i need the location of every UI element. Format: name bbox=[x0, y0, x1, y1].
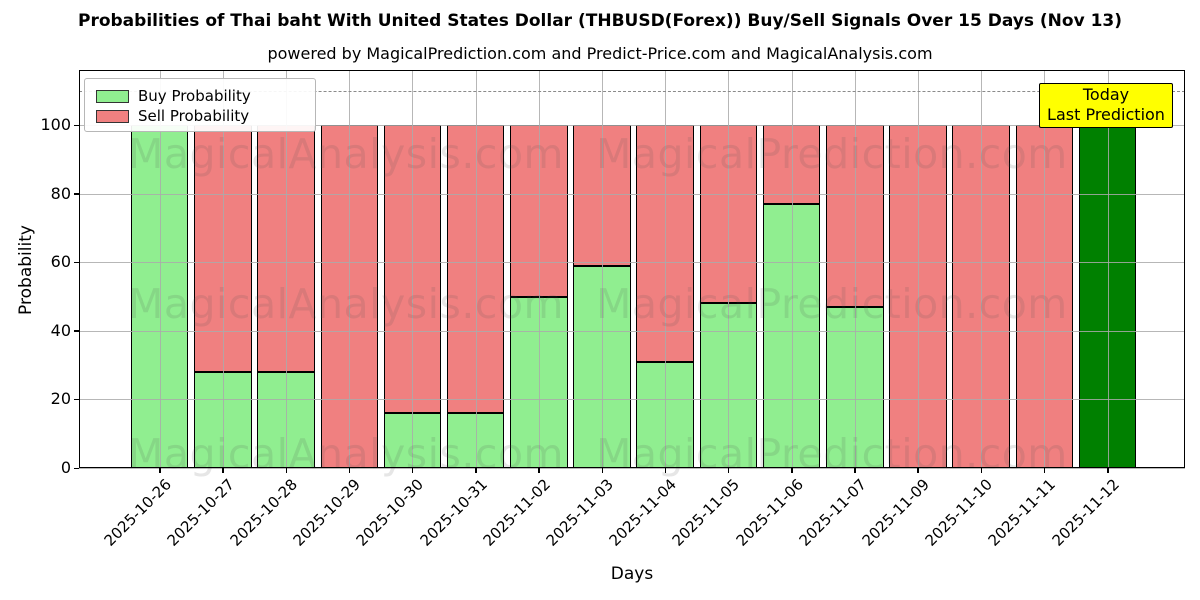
legend: Buy Probability Sell Probability bbox=[84, 78, 316, 132]
legend-item-buy: Buy Probability bbox=[96, 86, 315, 106]
gridline-vertical bbox=[349, 70, 351, 468]
gridline-vertical bbox=[981, 70, 983, 468]
x-tick-mark bbox=[854, 468, 856, 473]
x-tick-mark bbox=[348, 468, 351, 473]
gridline-vertical bbox=[222, 70, 224, 468]
watermark-text: MagicalAnalysis.com bbox=[128, 430, 564, 478]
watermark-text: MagicalPrediction.com bbox=[596, 430, 1068, 478]
gridline-horizontal bbox=[79, 330, 1185, 332]
gridline-horizontal bbox=[79, 399, 1185, 401]
x-tick-mark bbox=[1107, 468, 1109, 473]
sell-swatch-icon bbox=[96, 109, 129, 123]
gridline-horizontal bbox=[79, 468, 1185, 469]
gridline-horizontal bbox=[79, 193, 1185, 195]
x-tick-mark bbox=[538, 468, 540, 473]
x-tick-mark bbox=[917, 468, 919, 473]
x-tick-mark bbox=[1043, 468, 1046, 473]
legend-label-sell: Sell Probability bbox=[138, 107, 250, 125]
x-tick-mark bbox=[664, 468, 667, 473]
y-axis-label: Probability bbox=[16, 225, 36, 315]
buy-swatch-icon bbox=[96, 89, 129, 103]
x-tick-mark bbox=[285, 468, 288, 473]
gridline-vertical bbox=[412, 70, 414, 468]
y-tick-mark bbox=[74, 193, 79, 195]
gridline-vertical bbox=[854, 70, 856, 468]
x-axis-label: Days bbox=[610, 564, 654, 584]
gridline-vertical bbox=[159, 70, 161, 468]
y-tick-mark bbox=[74, 467, 79, 469]
y-tick-mark bbox=[74, 261, 79, 264]
watermark-text: MagicalPrediction.com bbox=[596, 130, 1068, 178]
gridline-vertical bbox=[917, 70, 919, 468]
gridline-horizontal bbox=[79, 125, 1185, 126]
legend-label-buy: Buy Probability bbox=[138, 87, 251, 105]
y-tick-mark bbox=[74, 124, 79, 126]
watermark-text: MagicalPrediction.com bbox=[596, 280, 1068, 328]
gridline-vertical bbox=[665, 70, 667, 468]
chart-subtitle: powered by MagicalPrediction.com and Pre… bbox=[267, 44, 933, 63]
y-tick-mark bbox=[74, 330, 79, 332]
legend-item-sell: Sell Probability bbox=[96, 106, 315, 126]
x-tick-mark bbox=[222, 468, 224, 473]
y-tick-label: 80 bbox=[50, 183, 71, 203]
x-tick-mark bbox=[411, 468, 414, 473]
chart-title: Probabilities of Thai baht With United S… bbox=[77, 11, 1122, 31]
gridline-vertical bbox=[1107, 70, 1109, 468]
y-tick-label: 60 bbox=[50, 252, 71, 272]
y-tick-label: 100 bbox=[40, 115, 71, 134]
y-tick-label: 20 bbox=[50, 389, 71, 409]
gridline-vertical bbox=[286, 70, 288, 468]
x-tick-mark bbox=[727, 468, 730, 473]
threshold-dashed-line bbox=[79, 90, 1185, 92]
watermark-text: MagicalAnalysis.com bbox=[128, 280, 564, 328]
today-annotation: Today Last Prediction bbox=[1039, 83, 1173, 128]
y-tick-mark bbox=[74, 398, 79, 401]
x-tick-mark bbox=[601, 468, 604, 473]
x-tick-mark bbox=[980, 468, 983, 473]
x-tick-mark bbox=[475, 468, 477, 473]
gridline-vertical bbox=[475, 70, 477, 468]
gridline-vertical bbox=[538, 70, 540, 468]
x-tick-mark bbox=[791, 468, 793, 473]
gridline-vertical bbox=[1044, 70, 1046, 468]
gridline-vertical bbox=[791, 70, 793, 468]
today-annotation-line2: Last Prediction bbox=[1047, 105, 1165, 124]
x-tick-mark bbox=[159, 468, 161, 473]
today-annotation-line1: Today bbox=[1082, 85, 1130, 104]
gridline-vertical bbox=[602, 70, 604, 468]
gridline-vertical bbox=[728, 70, 730, 468]
y-tick-label: 0 bbox=[60, 458, 71, 477]
y-tick-label: 40 bbox=[50, 320, 71, 340]
gridline-horizontal bbox=[79, 262, 1185, 264]
watermark-text: MagicalAnalysis.com bbox=[128, 130, 564, 178]
